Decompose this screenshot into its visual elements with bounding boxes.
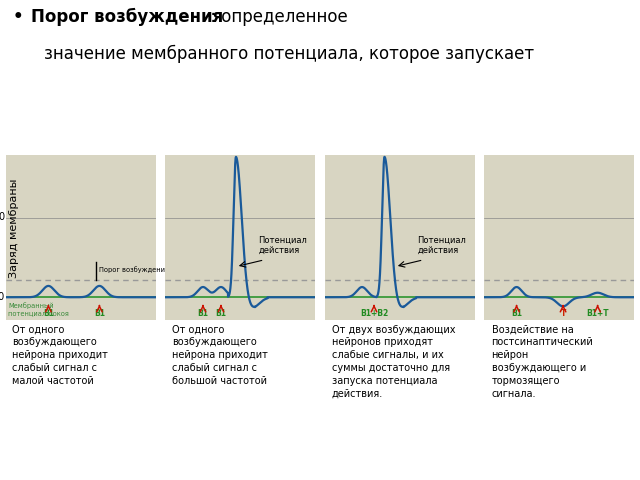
Text: T: T bbox=[561, 309, 566, 318]
Text: Потенциал
действия: Потенциал действия bbox=[259, 236, 307, 255]
Text: Порог возбуждения: Порог возбуждения bbox=[31, 8, 224, 26]
Text: Мембранный
потенциал покоя: Мембранный потенциал покоя bbox=[8, 302, 68, 316]
Text: Порог возбуждения: Порог возбуждения bbox=[99, 266, 170, 274]
Text: От одного
возбуждающего
нейрона приходит
слабый сигнал с
большой частотой: От одного возбуждающего нейрона приходит… bbox=[172, 324, 268, 386]
Text: B1+B2: B1+B2 bbox=[360, 309, 388, 318]
Text: B1: B1 bbox=[198, 309, 209, 318]
Text: B1+T: B1+T bbox=[586, 309, 609, 318]
Text: –70: –70 bbox=[0, 292, 5, 302]
Text: значение мембранного потенциала, которое запускает: значение мембранного потенциала, которое… bbox=[44, 44, 534, 62]
Text: Потенциал
действия: Потенциал действия bbox=[417, 236, 467, 255]
Text: B1: B1 bbox=[511, 309, 522, 318]
Text: От одного
возбуждающего
нейрона приходит
слабый сигнал с
малой частотой: От одного возбуждающего нейрона приходит… bbox=[12, 324, 108, 386]
Text: : определенное: : определенное bbox=[205, 8, 348, 25]
Text: B1: B1 bbox=[94, 309, 105, 318]
Text: 0: 0 bbox=[0, 212, 5, 222]
Text: B1: B1 bbox=[216, 309, 227, 318]
Text: •: • bbox=[13, 8, 23, 25]
Text: B1: B1 bbox=[43, 309, 54, 318]
Text: Заряд мембраны: Заряд мембраны bbox=[9, 178, 19, 278]
Text: От двух возбуждающих
нейронов приходят
слабые сигналы, и их
суммы достаточно для: От двух возбуждающих нейронов приходят с… bbox=[332, 324, 455, 398]
Text: Воздействие на
постсинаптический
нейрон
возбуждающего и
тормозящего
сигнала.: Воздействие на постсинаптический нейрон … bbox=[492, 324, 593, 398]
